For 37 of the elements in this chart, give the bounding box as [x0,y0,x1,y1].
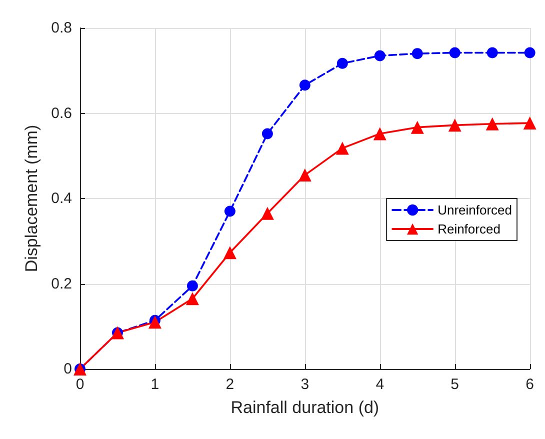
x-tick-label: 4 [376,376,384,393]
y-tick-label: 0.6 [51,104,72,122]
point [186,280,198,292]
point [224,206,236,217]
point [524,47,536,58]
point [186,292,199,306]
x-tick-label: 1 [150,376,160,393]
point [412,48,423,60]
legend-label: Unreinforced [438,202,512,218]
point [148,316,162,329]
point [298,168,312,182]
x-tick-label: 5 [450,376,460,393]
point [336,142,349,155]
point [260,206,274,220]
x-tick-label: 2 [226,376,234,393]
y-tick-label: 0.8 [51,20,72,36]
x-tick-label: 0 [76,376,84,393]
x-axis-title: Rainfall duration (d) [230,398,380,417]
y-tick-label: 0.2 [51,275,72,292]
point [448,118,462,132]
point [336,58,348,69]
point [374,50,386,62]
y-axis-title: Displacement (mm) [22,124,41,272]
x-tick-label: 6 [526,376,534,393]
y-tick-label: 0.4 [51,190,72,207]
point [262,128,273,140]
point [299,80,310,91]
point [486,47,498,58]
point [223,246,236,260]
point [410,120,424,134]
point [523,116,536,130]
y-tick-label: 0 [64,360,72,378]
x-tick-label: 3 [300,376,310,393]
point [449,47,460,58]
point [373,127,386,140]
legend-label: Reinforced [438,222,500,236]
point [486,117,499,130]
